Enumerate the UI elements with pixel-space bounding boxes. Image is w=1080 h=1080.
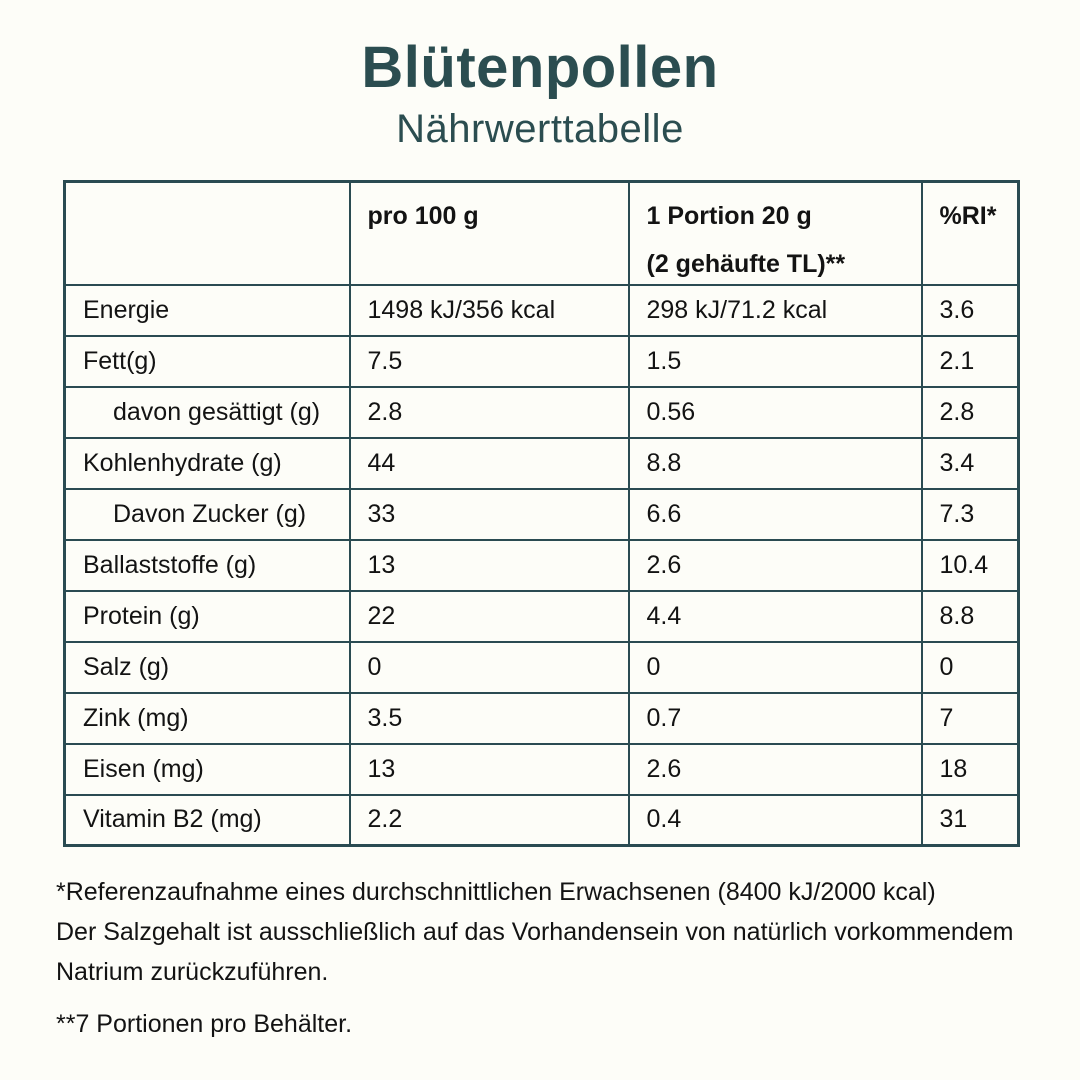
col-header-per-100g: pro 100 g — [348, 180, 630, 286]
col-header-ri: %RI* — [920, 180, 1020, 286]
row-portion: 6.6 — [627, 487, 923, 541]
col-header-portion: 1 Portion 20 g (2 gehäufte TL)** — [627, 180, 923, 286]
portions-footnote: **7 Portionen pro Behälter. — [56, 1010, 353, 1038]
row-ri: 18 — [920, 742, 1020, 796]
row-per100: 2.2 — [348, 793, 630, 847]
table-header-row: pro 100 g 1 Portion 20 g (2 gehäufte TL)… — [63, 180, 1020, 286]
row-label: davon gesättigt (g) — [63, 385, 351, 439]
row-label: Zink (mg) — [63, 691, 351, 745]
row-portion: 298 kJ/71.2 kcal — [627, 283, 923, 337]
table-row-protein: Protein (g) 22 4.4 8.8 — [63, 589, 1020, 643]
col-header-portion-line2: (2 gehäufte TL)** — [646, 250, 846, 278]
col-header-blank — [63, 180, 351, 286]
row-portion: 2.6 — [627, 742, 923, 796]
table-row-kohlenhydrate: Kohlenhydrate (g) 44 8.8 3.4 — [63, 436, 1020, 490]
page-subtitle: Nährwerttabelle — [396, 107, 684, 151]
row-per100: 3.5 — [348, 691, 630, 745]
row-portion: 0 — [627, 640, 923, 694]
nutrition-table: pro 100 g 1 Portion 20 g (2 gehäufte TL)… — [63, 180, 1020, 847]
col-header-portion-line1: 1 Portion 20 g — [646, 202, 812, 230]
row-per100: 22 — [348, 589, 630, 643]
row-ri: 2.1 — [920, 334, 1020, 388]
row-per100: 44 — [348, 436, 630, 490]
row-label: Vitamin B2 (mg) — [63, 793, 351, 847]
row-portion: 2.6 — [627, 538, 923, 592]
table-row-gesaettigt: davon gesättigt (g) 2.8 0.56 2.8 — [63, 385, 1020, 439]
row-portion: 0.7 — [627, 691, 923, 745]
row-label: Eisen (mg) — [63, 742, 351, 796]
row-ri: 8.8 — [920, 589, 1020, 643]
reference-footnote-line2: Der Salzgehalt ist ausschließlich auf da… — [56, 918, 1014, 946]
row-label: Ballaststoffe (g) — [63, 538, 351, 592]
row-ri: 7.3 — [920, 487, 1020, 541]
row-ri: 31 — [920, 793, 1020, 847]
reference-footnote-line3: Natrium zurückzuführen. — [56, 958, 329, 986]
row-portion: 8.8 — [627, 436, 923, 490]
table-row-energie: Energie 1498 kJ/356 kcal 298 kJ/71.2 kca… — [63, 283, 1020, 337]
table-row-zucker: Davon Zucker (g) 33 6.6 7.3 — [63, 487, 1020, 541]
title-area: Blütenpollen Nährwerttabelle — [0, 34, 1080, 152]
row-per100: 33 — [348, 487, 630, 541]
table-row-salz: Salz (g) 0 0 0 — [63, 640, 1020, 694]
row-per100: 13 — [348, 742, 630, 796]
row-per100: 2.8 — [348, 385, 630, 439]
row-ri: 2.8 — [920, 385, 1020, 439]
reference-footnote-line1: *Referenzaufnahme eines durchschnittlich… — [56, 878, 936, 906]
row-ri: 3.6 — [920, 283, 1020, 337]
row-per100: 7.5 — [348, 334, 630, 388]
row-per100: 13 — [348, 538, 630, 592]
reference-footnote: *Referenzaufnahme eines durchschnittlich… — [56, 872, 1013, 992]
table-row-zink: Zink (mg) 3.5 0.7 7 — [63, 691, 1020, 745]
row-label: Fett(g) — [63, 334, 351, 388]
row-portion: 4.4 — [627, 589, 923, 643]
row-ri: 0 — [920, 640, 1020, 694]
page-title: Blütenpollen — [361, 35, 719, 100]
row-per100: 0 — [348, 640, 630, 694]
table-row-eisen: Eisen (mg) 13 2.6 18 — [63, 742, 1020, 796]
table-row-ballaststoffe: Ballaststoffe (g) 13 2.6 10.4 — [63, 538, 1020, 592]
row-label: Salz (g) — [63, 640, 351, 694]
row-ri: 3.4 — [920, 436, 1020, 490]
row-portion: 0.4 — [627, 793, 923, 847]
row-portion: 1.5 — [627, 334, 923, 388]
table-row-vitamin-b2: Vitamin B2 (mg) 2.2 0.4 31 — [63, 793, 1020, 847]
row-ri: 7 — [920, 691, 1020, 745]
row-label: Energie — [63, 283, 351, 337]
row-portion: 0.56 — [627, 385, 923, 439]
table-row-fett: Fett(g) 7.5 1.5 2.1 — [63, 334, 1020, 388]
row-label: Kohlenhydrate (g) — [63, 436, 351, 490]
row-ri: 10.4 — [920, 538, 1020, 592]
row-label: Davon Zucker (g) — [63, 487, 351, 541]
row-per100: 1498 kJ/356 kcal — [348, 283, 630, 337]
row-label: Protein (g) — [63, 589, 351, 643]
